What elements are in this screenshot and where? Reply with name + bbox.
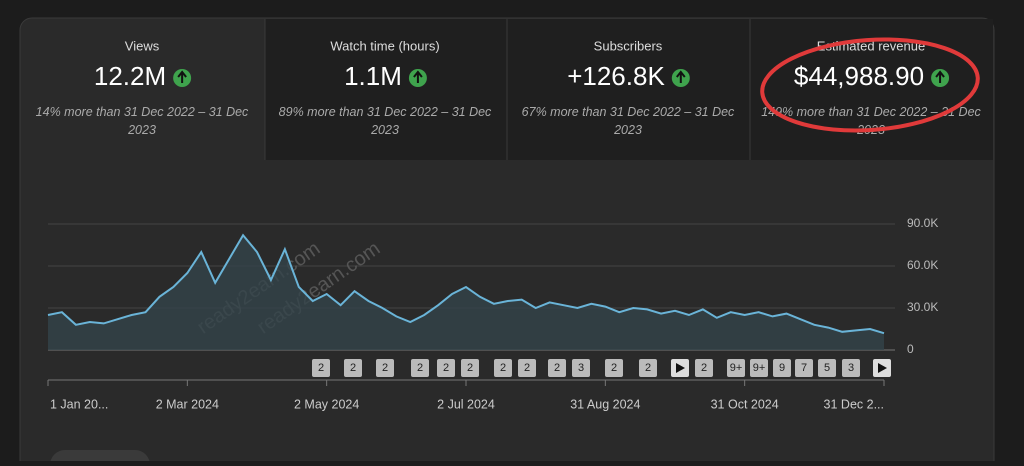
card-value: 12.2M — [94, 61, 166, 91]
cards-bg — [265, 19, 993, 160]
card-note: 89% more than 31 Dec 2022 – 31 Dec 2023 — [279, 105, 492, 137]
badge[interactable] — [818, 359, 836, 377]
badge[interactable] — [344, 359, 362, 377]
badge-label: 2 — [382, 362, 388, 374]
y-tick-label: 60.0K — [907, 258, 938, 272]
x-tick-label: 31 Oct 2024 — [711, 397, 779, 411]
x-tick-label: 1 Jan 20... — [50, 397, 108, 411]
badge[interactable] — [437, 359, 455, 377]
badge[interactable] — [750, 359, 768, 377]
badge[interactable] — [376, 359, 394, 377]
x-tick-label: 2 May 2024 — [294, 397, 359, 411]
badge[interactable] — [494, 359, 512, 377]
area-fill — [48, 235, 884, 350]
badge-label: 2 — [318, 362, 324, 374]
card-note: 14% more than 31 Dec 2022 – 31 Dec 2023 — [36, 105, 249, 137]
badge-label: 2 — [645, 362, 651, 374]
play-icon — [878, 363, 887, 373]
card-title: Views — [125, 38, 160, 53]
badge[interactable] — [727, 359, 745, 377]
card-title: Watch time (hours) — [330, 38, 439, 53]
badge[interactable] — [695, 359, 713, 377]
play-icon — [676, 363, 685, 373]
badge[interactable] — [605, 359, 623, 377]
x-tick-label: 2 Jul 2024 — [437, 397, 495, 411]
up-arrow — [676, 70, 686, 83]
badge[interactable] — [312, 359, 330, 377]
card-note: 67% more than 31 Dec 2022 – 31 Dec 2023 — [522, 105, 735, 137]
up-arrow — [177, 70, 187, 83]
card-value: $44,988.90 — [794, 61, 924, 91]
x-tick-label: 31 Dec 2... — [824, 397, 884, 411]
badge-label: 7 — [801, 362, 807, 374]
badge[interactable] — [518, 359, 536, 377]
y-tick-label: 90.0K — [907, 216, 938, 230]
badge-label: 3 — [848, 362, 854, 374]
badge-label: 2 — [554, 362, 560, 374]
card-title: Subscribers — [594, 38, 663, 53]
card-value: +126.8K — [567, 61, 665, 91]
button[interactable] — [50, 450, 150, 466]
badge[interactable] — [773, 359, 791, 377]
highlight-circle — [760, 37, 980, 133]
badge-label: 2 — [467, 362, 473, 374]
x-tick-label: 2 Mar 2024 — [156, 397, 219, 411]
badge-label: 2 — [443, 362, 449, 374]
badge[interactable] — [411, 359, 429, 377]
line — [47, 233, 885, 335]
badge-label: 2 — [524, 362, 530, 374]
badge[interactable] — [795, 359, 813, 377]
badge[interactable] — [461, 359, 479, 377]
badge-label: 9 — [779, 362, 785, 374]
badge-label: 2 — [350, 362, 356, 374]
up-arrow — [935, 70, 945, 83]
y-tick-label: 0 — [907, 342, 914, 356]
badge-label: 9+ — [730, 362, 743, 374]
y-tick-label: 30.0K — [907, 300, 938, 314]
x-tick-label: 31 Aug 2024 — [570, 397, 640, 411]
badge[interactable] — [548, 359, 566, 377]
badge-label: 3 — [578, 362, 584, 374]
badge-label: 2 — [500, 362, 506, 374]
badge-label: 2 — [701, 362, 707, 374]
up-arrow — [413, 70, 423, 83]
badge-label: 9+ — [753, 362, 766, 374]
badge[interactable] — [639, 359, 657, 377]
badge-label: 2 — [417, 362, 423, 374]
badge[interactable] — [572, 359, 590, 377]
card-value: 1.1M — [344, 61, 402, 91]
badge-label: 2 — [611, 362, 617, 374]
badge-label: 5 — [824, 362, 830, 374]
badge[interactable] — [842, 359, 860, 377]
